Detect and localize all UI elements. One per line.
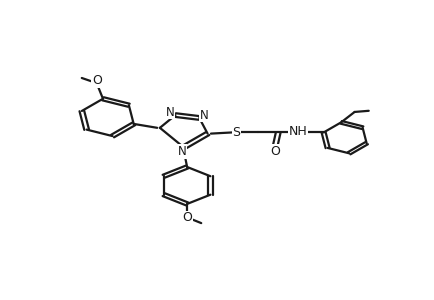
Text: S: S [232,126,240,139]
Text: N: N [200,109,209,122]
Text: N: N [178,145,187,158]
Text: N: N [166,106,175,119]
Text: NH: NH [289,125,308,138]
Text: O: O [270,145,280,158]
Text: O: O [182,211,192,224]
Text: O: O [92,74,102,87]
